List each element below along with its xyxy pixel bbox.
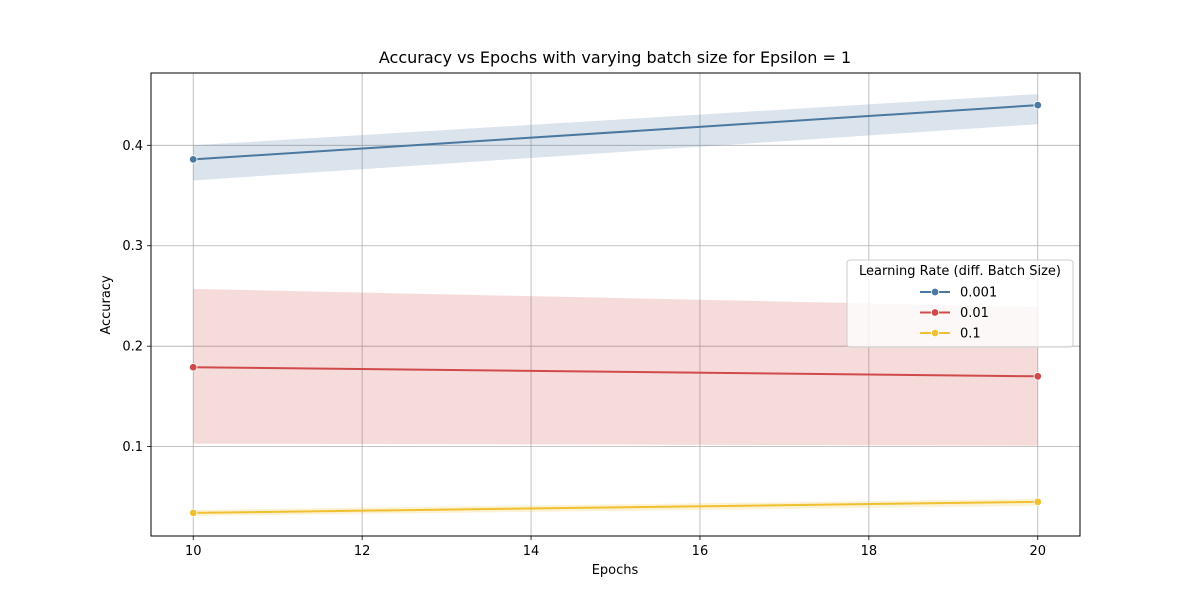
legend-label-0.01: 0.01 [960,306,989,321]
legend: Learning Rate (diff. Batch Size) 0.001 0.… [846,259,1074,348]
data-point-0.1 [1033,497,1042,507]
x-tick-label: 20 [1029,544,1046,559]
series-points [189,100,1042,518]
y-tick-label: 0.3 [122,239,143,254]
legend-title: Learning Rate (diff. Batch Size) [859,264,1061,279]
series-line-0.001 [193,104,1038,161]
plot-frame [150,72,1081,537]
x-axis-ticks: 10 12 14 16 18 20 [185,536,1046,559]
y-tick-label: 0.2 [122,340,143,355]
data-point-0.1 [189,508,198,518]
series-line-0.1 [193,500,1038,514]
legend-marker-0.001 [930,287,940,297]
x-tick-label: 14 [523,544,540,559]
x-tick-label: 18 [861,544,878,559]
x-tick-label: 12 [354,544,371,559]
legend-box [846,259,1074,348]
y-axis-ticks: 0.1 0.2 0.3 0.4 [122,139,151,455]
x-tick-label: 16 [692,544,709,559]
series-line-0.01 [193,366,1038,378]
confidence-band-0.01 [193,288,1038,446]
legend-label-0.1: 0.1 [960,327,981,342]
chart-title: Accuracy vs Epochs with varying batch si… [379,48,851,67]
y-tick-label: 0.4 [122,139,143,154]
series-lines [193,104,1038,514]
x-tick-label: 10 [185,544,202,559]
legend-marker-0.01 [930,308,940,317]
legend-label-0.001: 0.001 [960,286,997,301]
confidence-band-0.001 [193,94,1038,181]
y-axis-label: Accuracy [99,275,114,335]
data-point-0.001 [189,155,198,164]
x-axis-label: Epochs [592,563,639,578]
data-point-0.01 [189,363,198,372]
y-tick-label: 0.1 [122,440,143,455]
data-point-0.001 [1033,100,1042,110]
data-point-0.01 [1033,372,1042,381]
legend-marker-0.1 [930,328,940,338]
